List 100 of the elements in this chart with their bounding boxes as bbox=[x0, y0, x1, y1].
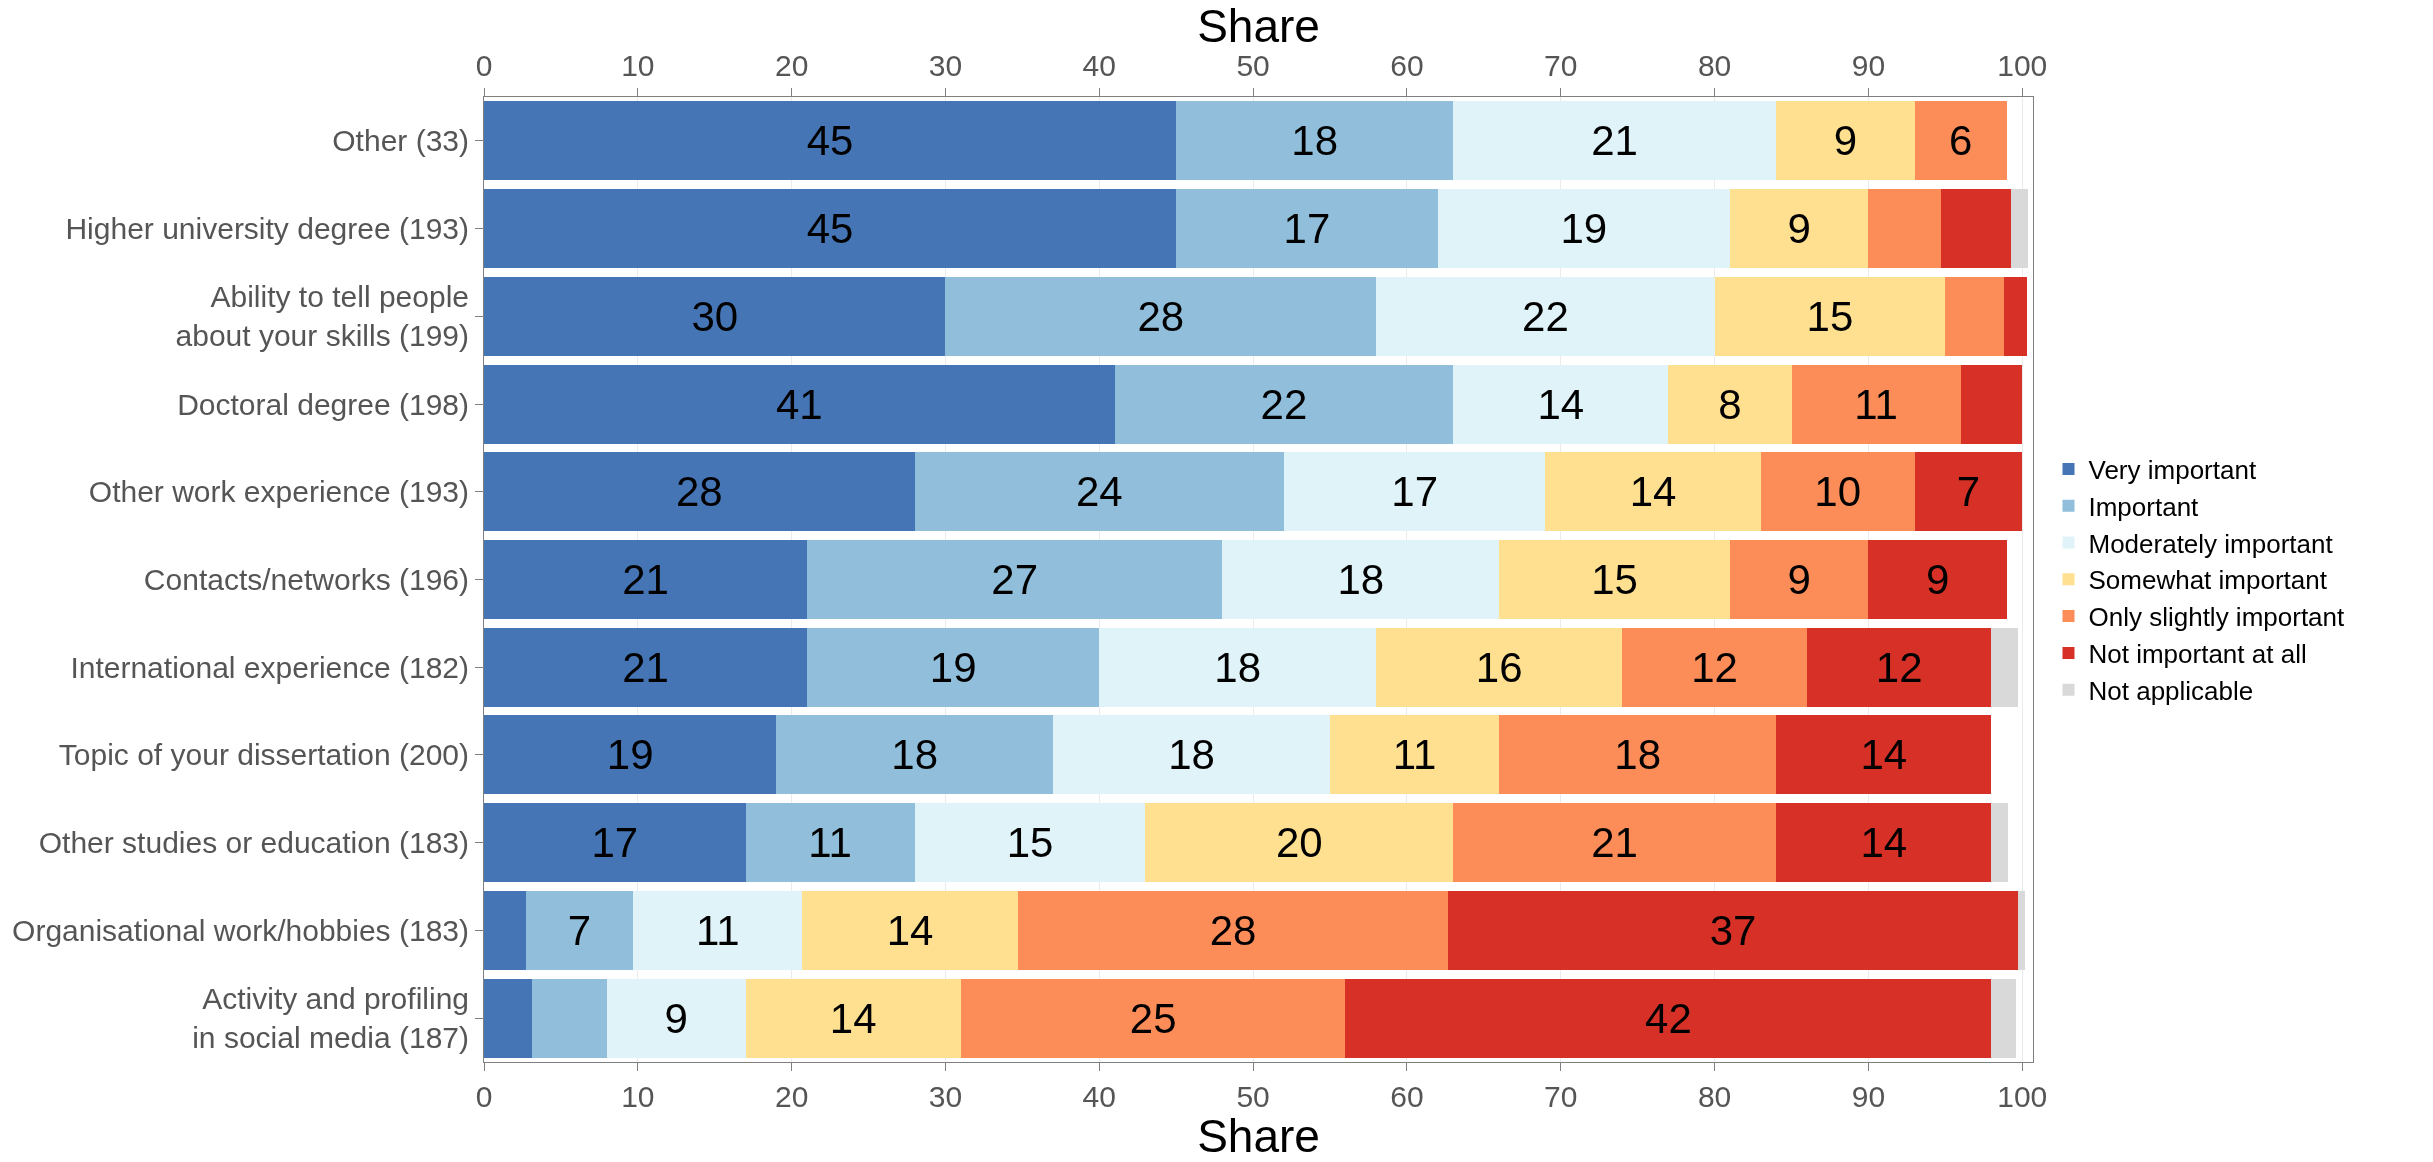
x-tick-label: 60 bbox=[1390, 49, 1424, 82]
x-tick-label: 90 bbox=[1851, 49, 1886, 82]
data-label: 14 bbox=[1860, 731, 1908, 779]
y-tick-label: Organisational work/hobbies (183) bbox=[12, 913, 469, 947]
x2-tick-label: 50 bbox=[1236, 1080, 1270, 1113]
data-label: 27 bbox=[991, 556, 1039, 603]
data-label: 12 bbox=[1875, 643, 1923, 691]
bar bbox=[960, 978, 1346, 1058]
data-label: 15 bbox=[1006, 819, 1054, 867]
data-label: 6 bbox=[1949, 117, 1973, 165]
data-label: 15 bbox=[1806, 292, 1854, 340]
bar bbox=[1914, 101, 2007, 181]
bar bbox=[484, 978, 532, 1058]
data-label: 19 bbox=[606, 731, 654, 779]
data-label: 18 bbox=[891, 731, 939, 779]
data-label: 45 bbox=[806, 205, 854, 253]
bar bbox=[1991, 978, 2017, 1058]
bar bbox=[1991, 803, 2009, 883]
bar bbox=[484, 715, 777, 795]
bar bbox=[1053, 715, 1331, 795]
legend-label: Very important bbox=[2088, 455, 2257, 486]
data-label: 19 bbox=[1560, 205, 1608, 253]
legend-label: Only slightly important bbox=[2088, 602, 2346, 633]
data-label: 7 bbox=[567, 906, 592, 954]
legend-label: Somewhat important bbox=[2088, 565, 2328, 596]
data-label: 15 bbox=[1591, 556, 1638, 603]
bar bbox=[1545, 452, 1761, 532]
bar bbox=[484, 364, 1115, 444]
data-label: 11 bbox=[808, 819, 852, 867]
x2-tick-label: 80 bbox=[1697, 1080, 1732, 1113]
data-label: 9 bbox=[1787, 556, 1811, 603]
bar bbox=[776, 715, 1054, 795]
data-label: 11 bbox=[1854, 380, 1898, 428]
data-label: 37 bbox=[1709, 906, 1757, 954]
bar bbox=[531, 978, 608, 1058]
bar bbox=[484, 189, 1177, 269]
bar bbox=[607, 978, 746, 1058]
data-label: 24 bbox=[1075, 468, 1123, 516]
data-label: 28 bbox=[1209, 906, 1257, 954]
data-label: 22 bbox=[1260, 380, 1308, 428]
bar bbox=[807, 627, 1100, 707]
bar bbox=[1176, 101, 1454, 181]
bar bbox=[1499, 715, 1777, 795]
bar bbox=[1114, 364, 1454, 444]
bar bbox=[1283, 452, 1546, 532]
bar bbox=[1453, 101, 1777, 181]
y-tick-label: Ability to tell people about your skills (199) bbox=[175, 280, 469, 353]
data-label: 10 bbox=[1814, 468, 1861, 516]
data-label: 28 bbox=[1137, 292, 1185, 340]
bar bbox=[484, 890, 526, 970]
bar bbox=[1330, 715, 1500, 795]
bar bbox=[807, 540, 1223, 619]
bar bbox=[1499, 540, 1730, 619]
data-label: 30 bbox=[691, 292, 739, 340]
data-label: 11 bbox=[1392, 731, 1437, 779]
data-label: 20 bbox=[1275, 819, 1323, 867]
x-tick-label: 10 bbox=[621, 49, 655, 82]
data-label: 28 bbox=[676, 468, 723, 516]
data-label: 21 bbox=[622, 643, 669, 691]
bar bbox=[1791, 364, 1961, 444]
bar bbox=[1914, 452, 2023, 532]
bar bbox=[1376, 276, 1715, 356]
bar bbox=[745, 803, 915, 883]
x-axis-title: Share bbox=[1197, 1110, 1320, 1162]
bar bbox=[1806, 627, 1992, 707]
bar bbox=[802, 890, 1018, 970]
data-label: 14 bbox=[1537, 380, 1585, 428]
bar bbox=[1145, 803, 1454, 883]
legend-label: Moderately important bbox=[2088, 528, 2334, 559]
bar bbox=[1991, 627, 2018, 707]
x2-tick-label: 100 bbox=[1997, 1080, 2048, 1113]
bar bbox=[1176, 189, 1438, 269]
data-label: 21 bbox=[1591, 819, 1638, 867]
y-tick-label: Doctoral degree (198) bbox=[177, 387, 469, 421]
x-tick-label: 30 bbox=[928, 49, 963, 82]
x-tick-label: 20 bbox=[774, 49, 809, 82]
bar bbox=[1222, 540, 1500, 619]
data-label: 25 bbox=[1129, 994, 1177, 1042]
bar bbox=[1776, 101, 1915, 181]
x-tick-label: 50 bbox=[1236, 49, 1270, 82]
data-label: 18 bbox=[1168, 731, 1215, 779]
bar bbox=[1668, 364, 1792, 444]
x-tick-label: 0 bbox=[475, 49, 493, 82]
y-tick-label: Activity and profiling in social media (187) bbox=[192, 982, 469, 1055]
bar bbox=[1776, 715, 1992, 795]
data-label: 41 bbox=[775, 380, 823, 428]
bar bbox=[1868, 189, 1941, 269]
data-label: 18 bbox=[1337, 556, 1385, 603]
x-tick-label: 70 bbox=[1544, 49, 1578, 82]
data-label: 11 bbox=[696, 906, 740, 954]
legend-label: Important bbox=[2088, 491, 2200, 522]
x-tick-label: 40 bbox=[1082, 49, 1116, 82]
bar bbox=[1868, 540, 2007, 619]
data-label: 14 bbox=[1629, 468, 1677, 516]
bar bbox=[633, 890, 803, 970]
bar bbox=[1760, 452, 1915, 532]
bar bbox=[1099, 627, 1377, 707]
x2-tick-label: 90 bbox=[1851, 1080, 1886, 1113]
bar bbox=[2017, 890, 2026, 970]
y-tick-label: Other (33) bbox=[332, 124, 469, 158]
